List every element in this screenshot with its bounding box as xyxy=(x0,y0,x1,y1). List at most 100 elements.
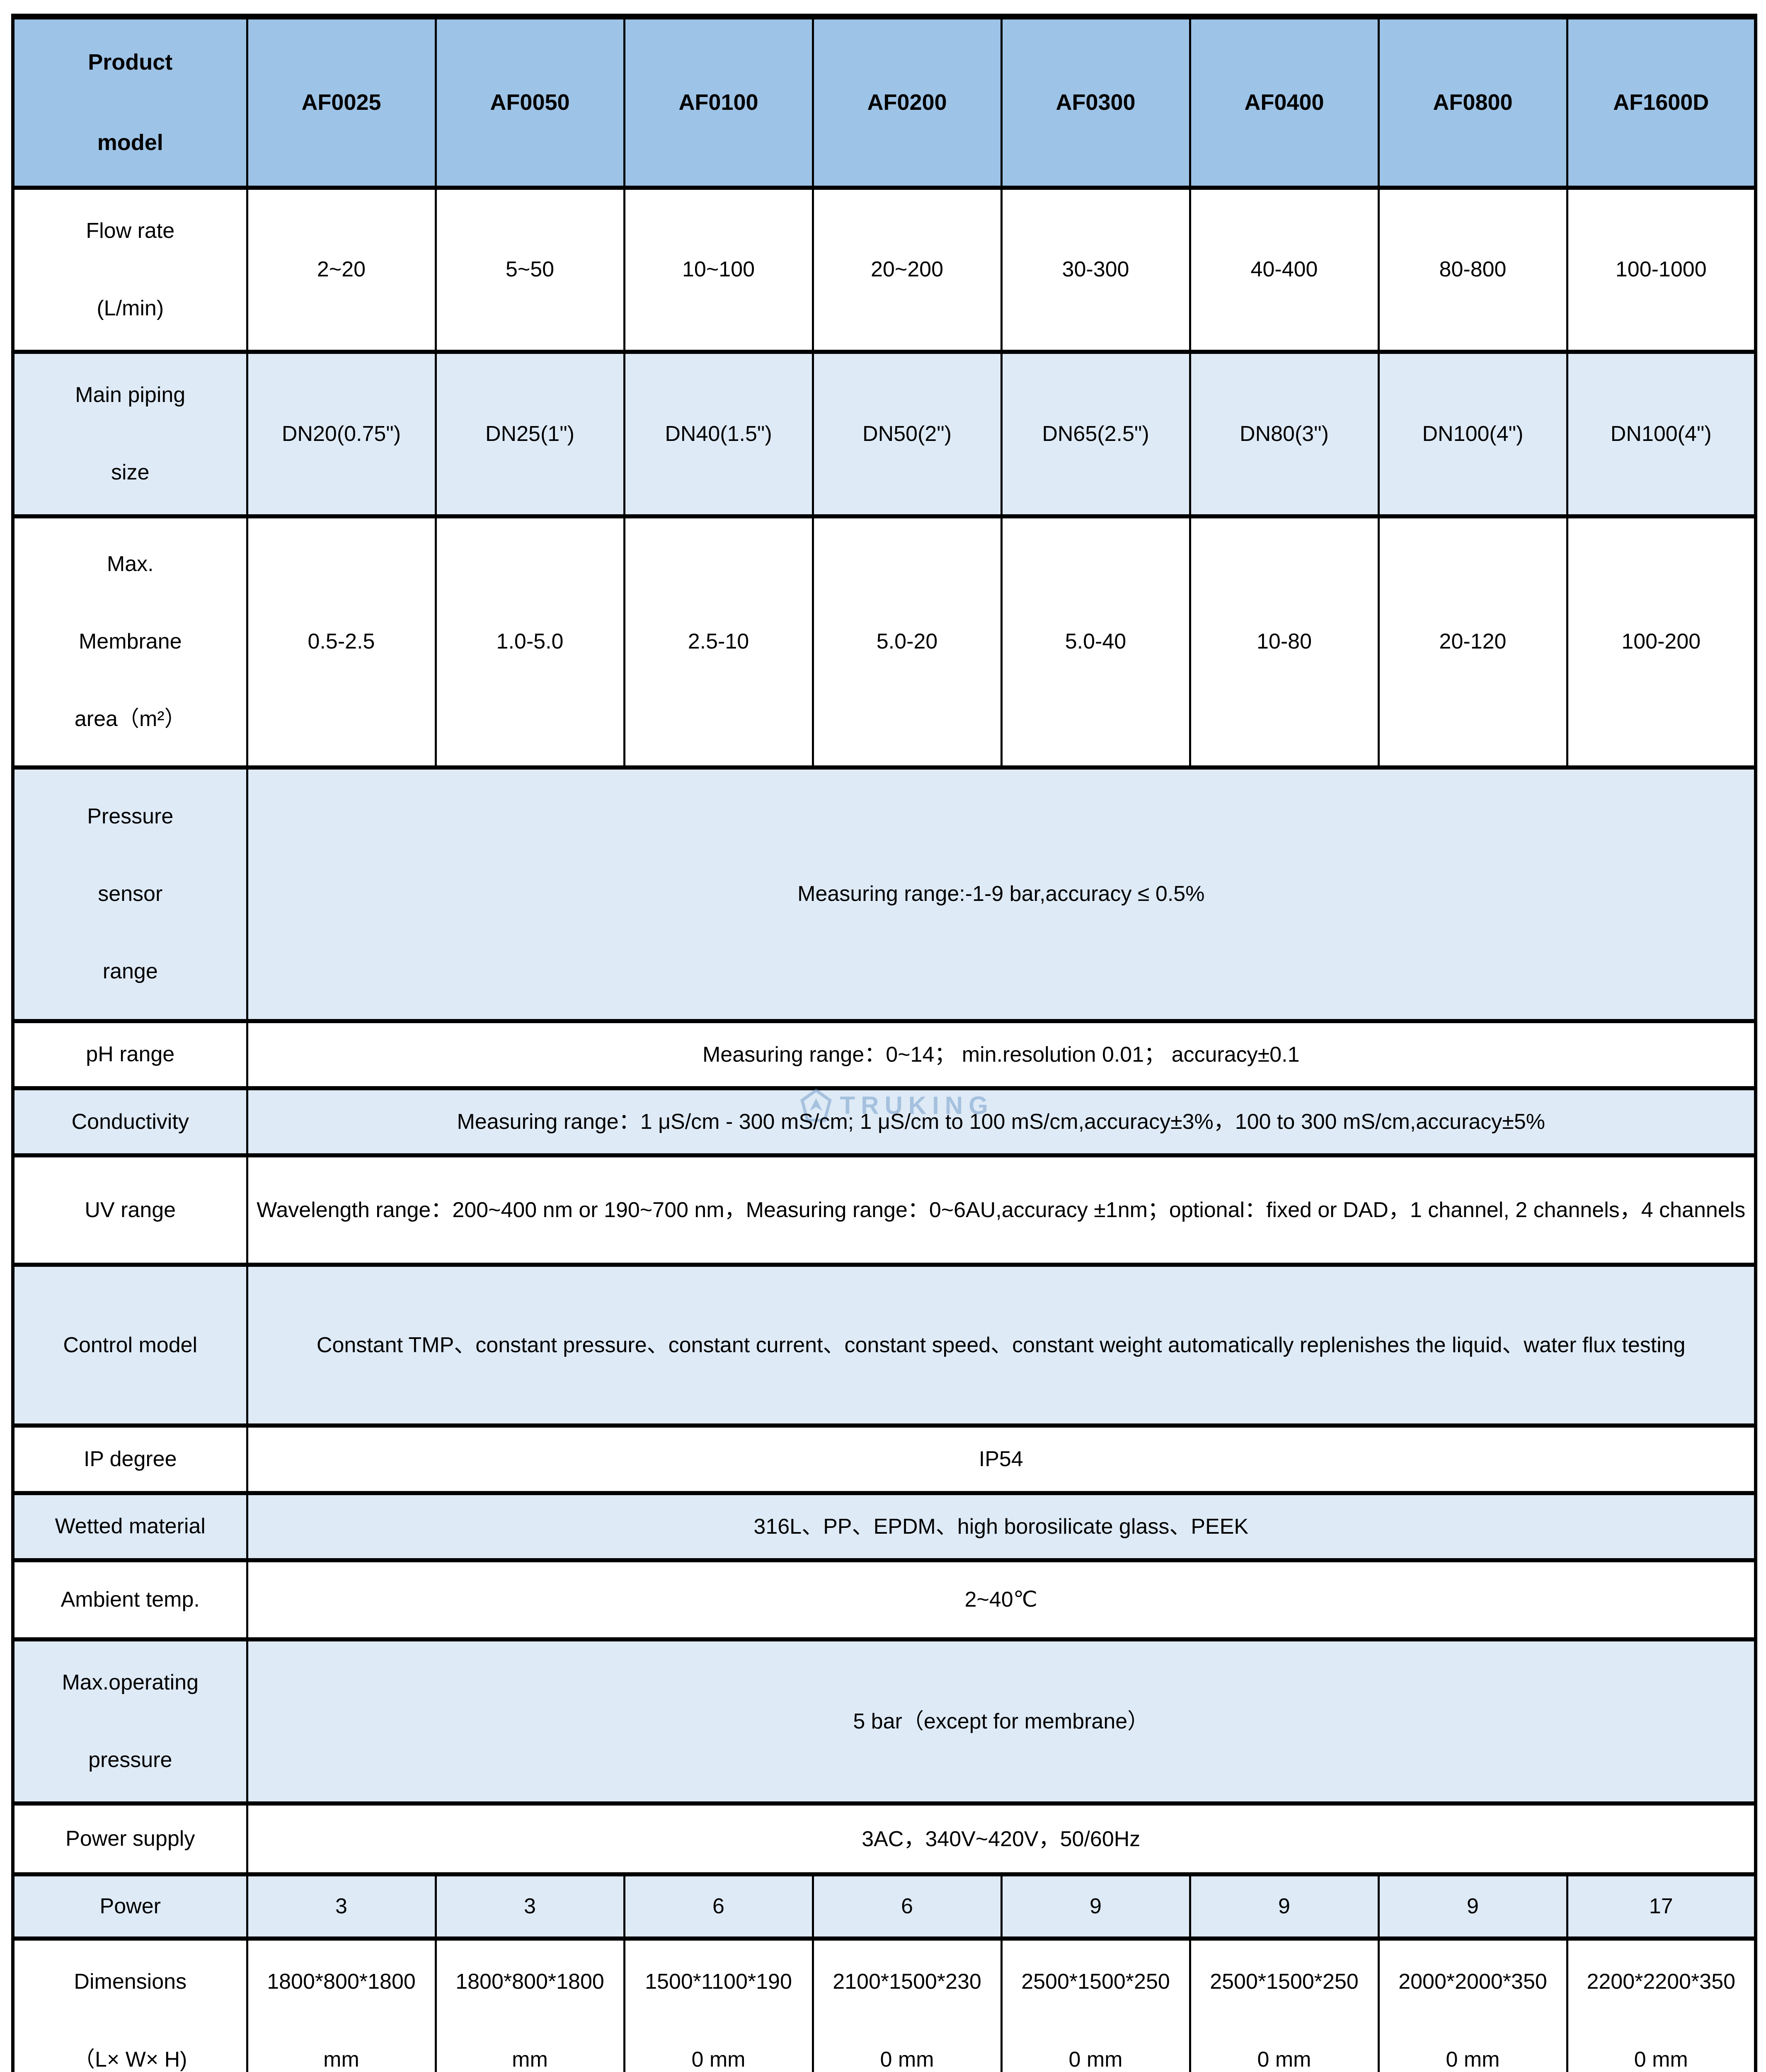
cell-power-af1600d: 17 xyxy=(1566,1872,1757,1941)
cell-ip_degree-value: IP54 xyxy=(246,1423,1757,1495)
cell-membrane_area-af0200: 5.0-20 xyxy=(812,514,1003,770)
row-label-wetted_material: Wetted material xyxy=(12,1491,248,1563)
header-label-product-model: Product model xyxy=(12,15,248,190)
row-label-power: Power xyxy=(12,1872,248,1941)
col-header-af0800: AF0800 xyxy=(1377,15,1568,190)
table-row-pressure_sensor: Pressure sensor range Measuring range:-1-… xyxy=(12,765,1757,1023)
cell-dimensions-af0200: 2100*1500*230 0 mm xyxy=(812,1936,1003,2072)
table-row-piping_size: Main piping size DN20(0.75") DN25(1") DN40(… xyxy=(12,350,1757,518)
cell-power-af0200: 6 xyxy=(812,1872,1003,1941)
cell-piping_size-af0300: DN65(2.5") xyxy=(1000,350,1191,518)
table-row-conductivity: Conductivity TRUKING Measuring range：1 μS/… xyxy=(12,1086,1757,1158)
cell-piping_size-af0400: DN80(3") xyxy=(1189,350,1380,518)
row-label-conductivity: Conductivity xyxy=(12,1086,248,1158)
cell-conductivity-text: Measuring range：1 μS/cm - 300 mS/cm; 1 μ… xyxy=(457,1109,1546,1134)
cell-membrane_area-af0025: 0.5-2.5 xyxy=(246,514,437,770)
cell-power-af0025: 3 xyxy=(246,1872,437,1941)
cell-membrane_area-af0100: 2.5-10 xyxy=(623,514,814,770)
cell-flow_rate-af1600d: 100-1000 xyxy=(1566,185,1757,354)
table-row-ph_range: pH range Measuring range：0~14； min.resolu… xyxy=(12,1019,1757,1090)
table-row-dimensions: Dimensions （L× W× H) 1800*800*1800 mm 1800… xyxy=(12,1936,1757,2072)
cell-dimensions-af0025: 1800*800*1800 mm xyxy=(246,1936,437,2072)
row-label-ip_degree: IP degree xyxy=(12,1423,248,1495)
cell-pressure_sensor-text: Measuring range:-1-9 bar,accuracy ≤ 0.5% xyxy=(797,882,1205,906)
cell-dimensions-af0050: 1800*800*1800 mm xyxy=(434,1936,625,2072)
cell-uv_range-value: Wavelength range：200~400 nm or 190~700 n… xyxy=(246,1153,1757,1267)
col-header-af0200: AF0200 xyxy=(812,15,1003,190)
cell-flow_rate-af0100: 10~100 xyxy=(623,185,814,354)
cell-power-af0050: 3 xyxy=(434,1872,625,1941)
cell-power-af0400: 9 xyxy=(1189,1872,1380,1941)
header-row: Product model AF0025 AF0050 AF0100 AF0200 AF0… xyxy=(12,15,1757,190)
cell-dimensions-af0100: 1500*1100*190 0 mm xyxy=(623,1936,814,2072)
cell-power-af0800: 9 xyxy=(1377,1872,1568,1941)
table-row-power_supply: Power supply 3AC，340V~420V，50/60Hz xyxy=(12,1801,1757,1877)
cell-membrane_area-af0300: 5.0-40 xyxy=(1000,514,1191,770)
cell-wetted_material-value: 316L、PP、EPDM、high borosilicate glass、PEE… xyxy=(246,1491,1757,1563)
row-label-piping_size: Main piping size xyxy=(12,350,248,518)
cell-membrane_area-af0050: 1.0-5.0 xyxy=(434,514,625,770)
row-label-dimensions: Dimensions （L× W× H) xyxy=(12,1936,248,2072)
cell-dimensions-af0800: 2000*2000*350 0 mm xyxy=(1377,1936,1568,2072)
cell-dimensions-af0400: 2500*1500*250 0 mm xyxy=(1189,1936,1380,2072)
row-label-ph_range: pH range xyxy=(12,1019,248,1090)
col-header-af0050: AF0050 xyxy=(434,15,625,190)
cell-flow_rate-af0800: 80-800 xyxy=(1377,185,1568,354)
cell-flow_rate-af0025: 2~20 xyxy=(246,185,437,354)
table-row-power: Power 3 3 6 6 9 9 9 17 xyxy=(12,1872,1757,1941)
row-label-flow_rate: Flow rate (L/min) xyxy=(12,185,248,354)
cell-piping_size-af0100: DN40(1.5") xyxy=(623,350,814,518)
cell-membrane_area-af0400: 10-80 xyxy=(1189,514,1380,770)
table-row-ambient_temp: Ambient temp. 2~40℃ xyxy=(12,1558,1757,1642)
cell-ph_range-text: Measuring range：0~14； min.resolution 0.0… xyxy=(702,1042,1300,1067)
cell-membrane_area-af1600d: 100-200 xyxy=(1566,514,1757,770)
table-row-max_operating_pressure: Max.operating pressure 5 bar（except for m… xyxy=(12,1637,1757,1806)
col-header-af0400: AF0400 xyxy=(1189,15,1380,190)
cell-membrane_area-af0800: 20-120 xyxy=(1377,514,1568,770)
row-label-uv_range: UV range xyxy=(12,1153,248,1267)
cell-power-af0100: 6 xyxy=(623,1872,814,1941)
cell-power_supply-text: 3AC，340V~420V，50/60Hz xyxy=(862,1827,1141,1851)
cell-uv_range-text: Wavelength range：200~400 nm or 190~700 n… xyxy=(257,1198,1746,1222)
cell-piping_size-af0025: DN20(0.75") xyxy=(246,350,437,518)
cell-piping_size-af0200: DN50(2") xyxy=(812,350,1003,518)
row-label-max_operating_pressure: Max.operating pressure xyxy=(12,1637,248,1806)
cell-flow_rate-af0200: 20~200 xyxy=(812,185,1003,354)
col-header-af1600d: AF1600D xyxy=(1566,15,1757,190)
row-label-pressure_sensor: Pressure sensor range xyxy=(12,765,248,1023)
cell-piping_size-af0800: DN100(4") xyxy=(1377,350,1568,518)
cell-flow_rate-af0400: 40-400 xyxy=(1189,185,1380,354)
product-spec-table: Product model AF0025 AF0050 AF0100 AF0200 AF0… xyxy=(11,14,1757,2072)
row-label-membrane_area: Max. Membrane area（m²） xyxy=(12,514,248,770)
cell-ambient_temp-value: 2~40℃ xyxy=(246,1558,1757,1642)
cell-max_operating_pressure-text: 5 bar（except for membrane） xyxy=(853,1709,1149,1734)
cell-control_model-text: Constant TMP、constant pressure、constant … xyxy=(316,1333,1686,1358)
cell-wetted_material-text: 316L、PP、EPDM、high borosilicate glass、PEE… xyxy=(753,1514,1249,1539)
row-label-power_supply: Power supply xyxy=(12,1801,248,1877)
table-row-membrane_area: Max. Membrane area（m²） 0.5-2.5 1.0-5.0 2.5-… xyxy=(12,514,1757,770)
table-row-flow_rate: Flow rate (L/min) 2~20 5~50 10~100 20~200 30-… xyxy=(12,185,1757,354)
cell-conductivity-value: TRUKING Measuring range：1 μS/cm - 300 mS/… xyxy=(246,1086,1757,1158)
cell-ph_range-value: Measuring range：0~14； min.resolution 0.0… xyxy=(246,1019,1757,1090)
cell-power_supply-value: 3AC，340V~420V，50/60Hz xyxy=(246,1801,1757,1877)
cell-dimensions-af0300: 2500*1500*250 0 mm xyxy=(1000,1936,1191,2072)
cell-power-af0300: 9 xyxy=(1000,1872,1191,1941)
table-row-uv_range: UV range Wavelength range：200~400 nm or 1… xyxy=(12,1153,1757,1267)
cell-max_operating_pressure-value: 5 bar（except for membrane） xyxy=(246,1637,1757,1806)
cell-dimensions-af1600d: 2200*2200*350 0 mm xyxy=(1566,1936,1757,2072)
cell-piping_size-af1600d: DN100(4") xyxy=(1566,350,1757,518)
col-header-af0300: AF0300 xyxy=(1000,15,1191,190)
row-label-control_model: Control model xyxy=(12,1263,248,1428)
cell-ambient_temp-text: 2~40℃ xyxy=(964,1588,1038,1612)
col-header-af0100: AF0100 xyxy=(623,15,814,190)
table-row-control_model: Control model Constant TMP、constant press… xyxy=(12,1263,1757,1428)
row-label-ambient_temp: Ambient temp. xyxy=(12,1558,248,1642)
table-row-ip_degree: IP degree IP54 xyxy=(12,1423,1757,1495)
cell-piping_size-af0050: DN25(1") xyxy=(434,350,625,518)
cell-control_model-value: Constant TMP、constant pressure、constant … xyxy=(246,1263,1757,1428)
cell-pressure_sensor-value: Measuring range:-1-9 bar,accuracy ≤ 0.5% xyxy=(246,765,1757,1023)
col-header-af0025: AF0025 xyxy=(246,15,437,190)
spec-table: Product model AF0025 AF0050 AF0100 AF0200 AF0… xyxy=(11,14,1757,2072)
cell-flow_rate-af0300: 30-300 xyxy=(1000,185,1191,354)
table-row-wetted_material: Wetted material 316L、PP、EPDM、high borosil… xyxy=(12,1491,1757,1563)
